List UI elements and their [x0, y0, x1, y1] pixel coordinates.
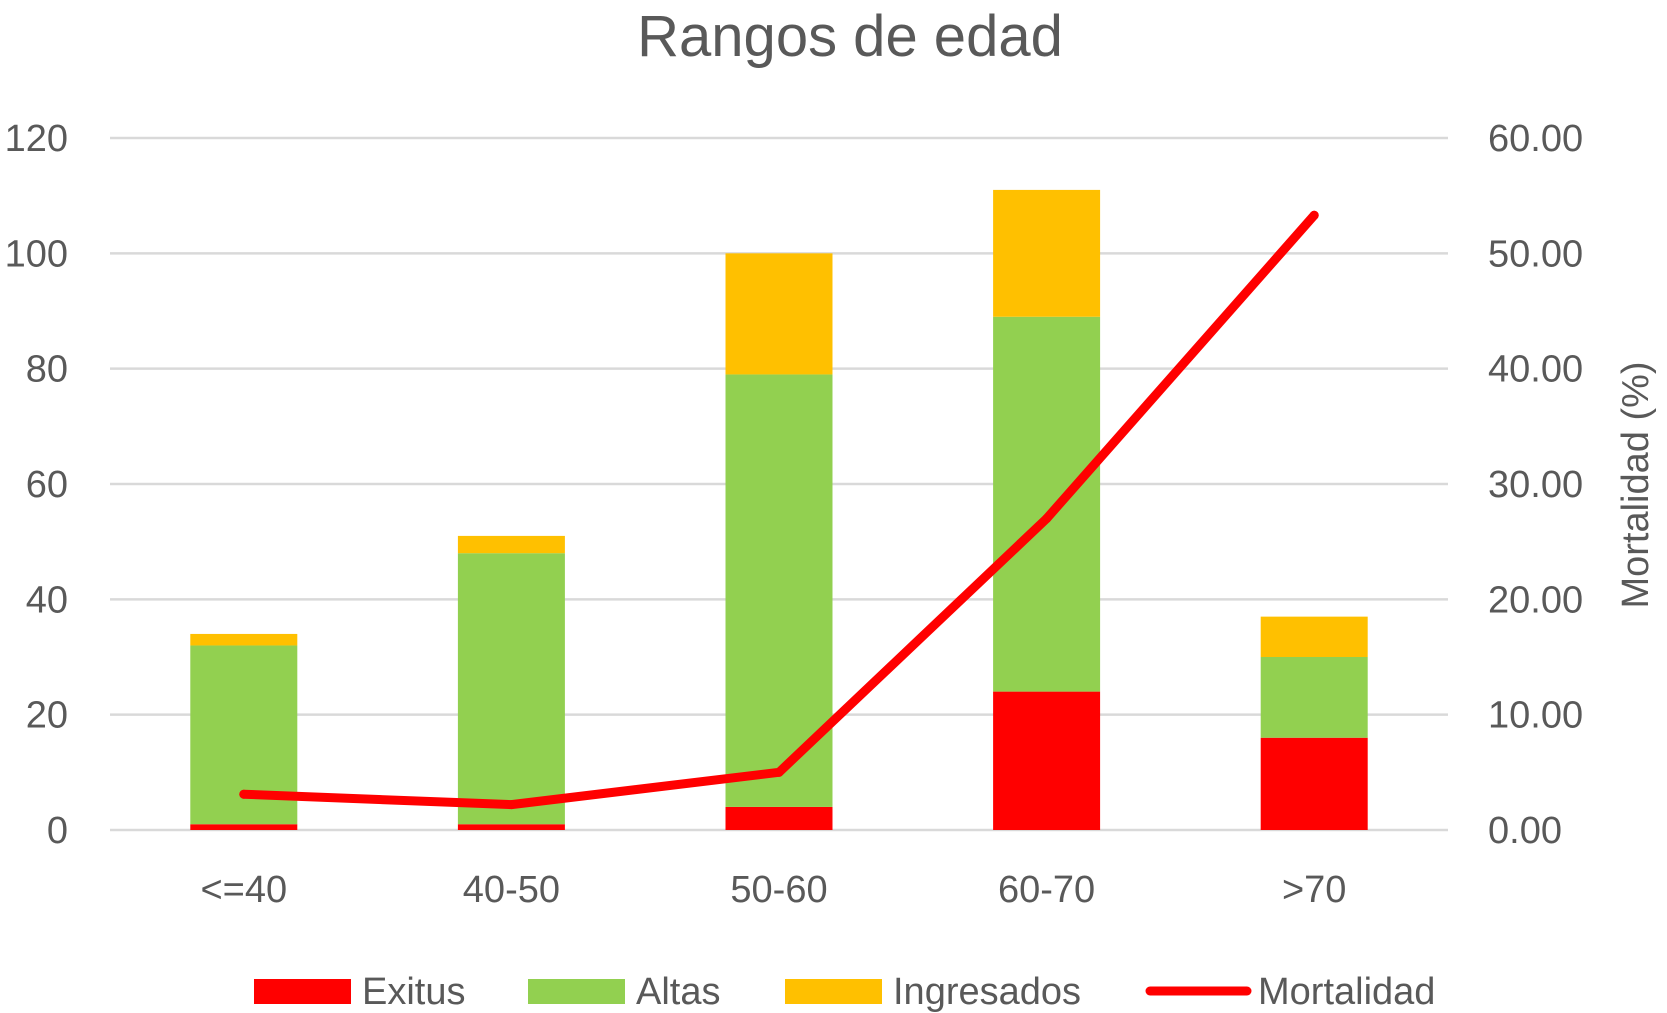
y-axis-right-label: Mortalidad (%) [1615, 361, 1657, 608]
line-point [1042, 514, 1052, 524]
mortalidad-line [239, 210, 1319, 810]
y-left-tick-label: 40 [26, 579, 68, 621]
y-left-tick-label: 80 [26, 349, 68, 391]
y-left-tick-label: 60 [26, 464, 68, 506]
bar-exitus [1260, 737, 1368, 830]
line-point [1309, 210, 1319, 220]
bar-ingresados [457, 535, 565, 554]
legend-label: Exitus [362, 971, 465, 1013]
legend-label: Ingresados [893, 971, 1081, 1013]
legend-label: Altas [636, 971, 720, 1013]
line-point [239, 789, 249, 799]
bar-altas [993, 316, 1101, 692]
x-tick-label: 40-50 [463, 869, 560, 911]
bar-exitus [993, 691, 1101, 830]
x-axis: <=40 40-50 50-60 60-70 >70 [200, 869, 1346, 911]
x-tick-label: 50-60 [730, 869, 827, 911]
line-point [506, 800, 516, 810]
y-axis-left: 0 20 40 60 80 100 120 [5, 118, 68, 852]
bar-exitus [457, 824, 565, 830]
bar-altas [1260, 657, 1368, 738]
y-right-tick-label: 20.00 [1488, 579, 1583, 621]
y-left-tick-label: 0 [47, 810, 68, 852]
legend-swatch-exitus [254, 979, 351, 1004]
bar-ingresados [1260, 616, 1368, 657]
bar-altas [457, 553, 565, 825]
bar-ingresados [725, 253, 833, 375]
y-left-tick-label: 120 [5, 118, 68, 160]
bar-exitus [190, 824, 298, 830]
y-right-tick-label: 0.00 [1488, 810, 1562, 852]
legend: Exitus Altas Ingresados Mortalidad [254, 971, 1435, 1013]
y-right-tick-label: 40.00 [1488, 349, 1583, 391]
chart-title: Rangos de edad [637, 4, 1063, 69]
y-left-tick-label: 100 [5, 233, 68, 275]
bars [190, 189, 1368, 830]
y-left-tick-label: 20 [26, 695, 68, 737]
legend-label: Mortalidad [1258, 971, 1435, 1013]
x-tick-label: <=40 [200, 869, 287, 911]
y-axis-right: 0.00 10.00 20.00 30.00 40.00 50.00 60.00 [1488, 118, 1583, 852]
y-right-tick-label: 50.00 [1488, 233, 1583, 275]
bar-ingresados [993, 189, 1101, 317]
x-tick-label: 60-70 [998, 869, 1095, 911]
x-tick-label: >70 [1282, 869, 1346, 911]
bar-exitus [725, 806, 833, 830]
bar-ingresados [190, 633, 298, 646]
line-point [774, 767, 784, 777]
legend-swatch-ingresados [785, 979, 882, 1004]
y-right-tick-label: 10.00 [1488, 695, 1583, 737]
y-right-tick-label: 60.00 [1488, 118, 1583, 160]
y-right-tick-label: 30.00 [1488, 464, 1583, 506]
legend-swatch-altas [528, 979, 625, 1004]
